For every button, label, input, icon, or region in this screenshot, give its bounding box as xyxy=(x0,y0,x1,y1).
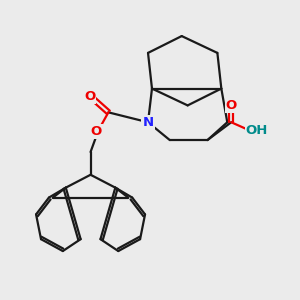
Text: O: O xyxy=(226,99,237,112)
Text: O: O xyxy=(84,90,95,103)
Text: O: O xyxy=(91,125,102,138)
Text: OH: OH xyxy=(246,124,268,137)
Text: N: N xyxy=(142,116,154,129)
